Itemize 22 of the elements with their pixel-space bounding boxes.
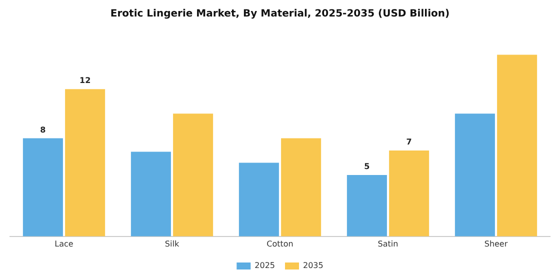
bar <box>454 114 495 236</box>
x-tick-label: Silk <box>164 239 180 248</box>
x-tick-label: Lace <box>54 239 74 248</box>
legend-label: 2025 <box>254 261 275 270</box>
bar <box>130 152 171 236</box>
bar <box>389 150 430 236</box>
x-tick-label: Sheer <box>484 239 508 248</box>
legend-label: 2035 <box>303 261 324 270</box>
data-label: 7 <box>406 138 412 147</box>
data-label: 5 <box>364 162 370 172</box>
bar <box>65 89 106 236</box>
x-tick-label: Satin <box>378 239 398 248</box>
bar <box>238 162 279 236</box>
chart-title: Erotic Lingerie Market, By Material, 2025-2035 (USD Billion) <box>110 8 450 20</box>
data-label: 8 <box>40 125 46 134</box>
bar <box>22 138 63 236</box>
bar <box>497 54 538 236</box>
data-label: 12 <box>79 76 91 86</box>
bar <box>346 175 387 236</box>
bar <box>173 114 214 236</box>
bar <box>281 138 322 236</box>
x-tick-label: Cotton <box>266 239 294 248</box>
